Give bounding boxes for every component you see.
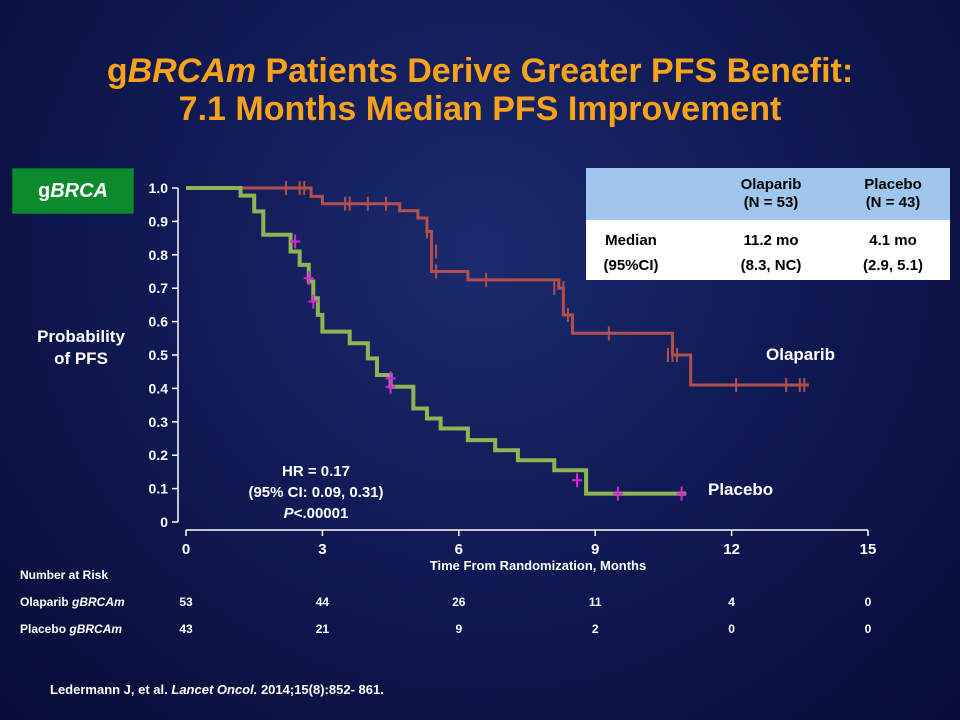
risk-value: 53 — [179, 595, 193, 609]
km-curve-olaparib — [186, 186, 809, 387]
hr-annotation: HR = 0.17 (95% CI: 0.09, 0.31) P<.00001 — [248, 463, 383, 522]
y-tick-label: 1.0 — [149, 180, 169, 196]
y-tick-label: 0.6 — [149, 314, 169, 330]
title-line-2: 7.1 Months Median PFS Improvement — [178, 90, 782, 128]
censor-mark-placebo — [290, 234, 301, 249]
y-tick-label: 0.8 — [149, 247, 169, 263]
y-tick-label: 0.3 — [149, 414, 169, 430]
gbrca-badge: g BRCA — [12, 168, 134, 214]
x-tick-label: 6 — [455, 541, 463, 558]
hr-ci: (95% CI: 0.09, 0.31) — [248, 484, 383, 501]
risk-value: 21 — [315, 622, 330, 636]
risk-value: 2 — [591, 622, 599, 636]
x-tick-label: 9 — [591, 541, 599, 558]
y-tick-label: 0.5 — [149, 347, 169, 363]
censor-mark-placebo — [308, 294, 319, 309]
x-tick-label: 12 — [723, 541, 740, 558]
x-tick-label: 15 — [860, 541, 877, 558]
risk-value: 0 — [864, 622, 872, 636]
median-row-label: Median (95%CI) — [603, 232, 659, 274]
p-value: P<.00001 — [284, 505, 349, 522]
risk-value: 4 — [728, 595, 735, 609]
axes: 0 0.1 0.2 0.3 0.4 0.5 0.6 0.7 0.8 0.9 1.0 0 3 6 9 12 15 — [149, 180, 877, 558]
hr-value: HR = 0.17 — [282, 463, 350, 480]
y-tick-label: 0.7 — [149, 280, 169, 296]
risk-value: 11 — [588, 595, 602, 609]
risk-value: 43 — [179, 622, 193, 636]
y-axis-label: Probability of PFS — [37, 327, 125, 368]
median-placebo-values: 4.1 mo (2.9, 5.1) — [862, 232, 924, 274]
median-table: Olaparib (N = 53) Placebo (N = 43) Media… — [586, 168, 950, 280]
risk-value: 9 — [455, 622, 463, 636]
curves — [186, 186, 809, 496]
km-curve-placebo — [186, 186, 687, 496]
y-tick-label: 0.2 — [149, 447, 169, 463]
y-tick-label: 0.4 — [149, 380, 169, 396]
risk-heading: Number at Risk — [20, 568, 109, 582]
median-col-placebo: Placebo (N = 43) — [864, 176, 922, 211]
x-tick-label: 3 — [318, 541, 326, 558]
series-label-placebo: Placebo — [708, 480, 773, 499]
risk-value: 26 — [452, 595, 466, 609]
risk-value: 44 — [315, 595, 330, 609]
page-title: gBRCAm Patients Derive Greater PFS Benef… — [0, 52, 960, 128]
series-label-olaparib: Olaparib — [766, 345, 835, 364]
censor-mark-placebo — [303, 271, 314, 286]
median-table-header — [586, 168, 950, 220]
median-olaparib-values: 11.2 mo (8.3, NC) — [740, 232, 802, 274]
censor-mark-placebo — [385, 379, 396, 394]
y-tick-label: 0.9 — [149, 213, 169, 229]
risk-label-olaparib: Olaparib gBRCAm — [20, 595, 125, 609]
censor-marks — [285, 181, 806, 501]
censor-mark-placebo — [612, 486, 623, 501]
title-line-1: gBRCAm Patients Derive Greater PFS Benef… — [106, 52, 854, 90]
censor-mark-placebo — [572, 473, 583, 488]
censor-mark-placebo — [676, 486, 687, 501]
risk-value: 0 — [728, 622, 735, 636]
median-col-olaparib: Olaparib (N = 53) — [740, 176, 802, 211]
risk-value: 0 — [864, 595, 872, 609]
citation: Ledermann J, et al. Lancet Oncol. 2014;1… — [50, 682, 384, 697]
x-axis-label: Time From Randomization, Months — [430, 558, 646, 573]
y-tick-label: 0.1 — [149, 481, 169, 497]
y-tick-label: 0 — [160, 514, 168, 530]
x-tick-label: 0 — [182, 541, 190, 558]
risk-label-placebo: Placebo gBRCAm — [20, 622, 123, 636]
